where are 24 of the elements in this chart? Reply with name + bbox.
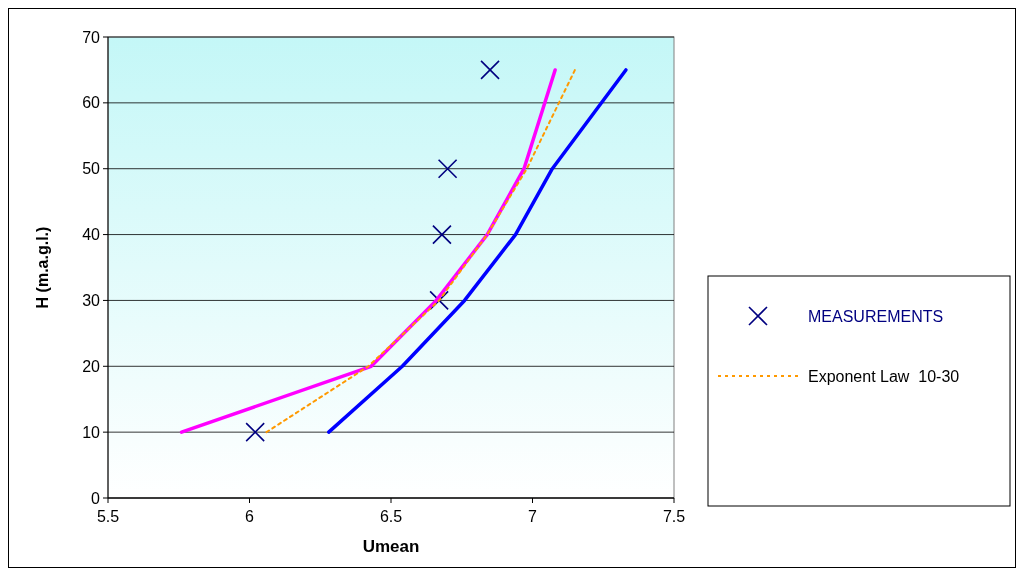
x-tick-label: 7.5 bbox=[662, 508, 686, 525]
legend-label: Exponent Law 10-30 bbox=[808, 367, 960, 385]
y-axis-title: H (m.a.g.l.) bbox=[34, 226, 51, 309]
y-tick-label: 60 bbox=[82, 94, 101, 112]
point bbox=[245, 422, 265, 442]
point bbox=[480, 60, 500, 80]
line-series bbox=[265, 68, 576, 434]
text: MEASUREMENTS bbox=[808, 307, 944, 325]
y-tick-label: 20 bbox=[82, 357, 101, 375]
x-axis-title: Umean bbox=[362, 537, 420, 556]
y-tick-label: 30 bbox=[82, 292, 101, 310]
line-series bbox=[326, 68, 628, 434]
y-tick-label: 70 bbox=[82, 28, 101, 46]
x-tick-label: 7 bbox=[528, 508, 538, 525]
x-tick-label: 6 bbox=[245, 508, 255, 525]
x-tick-label: 6.5 bbox=[379, 508, 403, 525]
y-tick-label: 0 bbox=[91, 489, 101, 507]
x-tick-label: 5.5 bbox=[96, 508, 120, 525]
y-tick-label: 10 bbox=[82, 423, 101, 441]
y-tick-label: 40 bbox=[82, 226, 101, 244]
point bbox=[437, 158, 458, 179]
point bbox=[429, 290, 449, 311]
y-tick-label: 50 bbox=[82, 160, 101, 178]
point bbox=[432, 224, 452, 245]
